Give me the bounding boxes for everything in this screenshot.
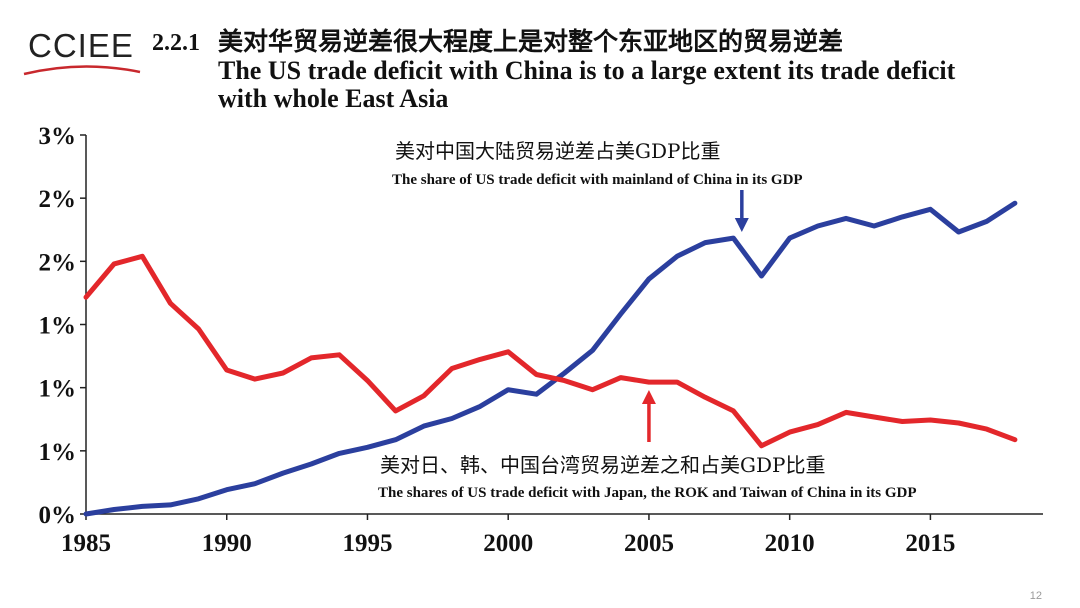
y-tick-label: 1% [39,376,77,403]
logo-swoosh [23,65,141,76]
series-line-japan-rok-taiwan [83,253,1018,449]
x-tick-label: 2015 [905,530,955,557]
y-tick-label: 2% [39,249,77,276]
x-tick-labels: 1985 1990 1995 2000 2005 2010 2015 [61,514,955,557]
x-tick-label: 2010 [765,530,815,557]
arrow-up-icon [641,390,656,442]
y-tick-label: 3% [39,123,77,150]
y-tick-label: 1% [39,439,77,466]
page-title-en: The US trade deficit with China is to a … [218,56,956,113]
series-blue-label-en: The share of US trade deficit with mainl… [392,172,803,188]
logo-text: CCIEE [28,27,134,64]
page-number: 12 [1029,590,1042,602]
x-tick-label: 1995 [342,530,392,557]
y-tick-labels: 0% 1% 1% 1% 2% 2% 3% [39,123,86,529]
series-red-label-en: The shares of US trade deficit with Japa… [378,485,917,501]
y-tick-label: 0% [39,502,77,529]
cciee-logo: CCIEE [22,26,142,78]
series-blue-label-cn: 美对中国大陆贸易逆差占美GDP比重 [395,139,720,163]
arrow-down-icon [734,190,749,232]
series-line-mainland-china [83,200,1018,517]
x-tick-label: 2005 [624,530,674,557]
y-tick-label: 1% [39,313,77,340]
x-tick-label: 1990 [202,530,252,557]
y-tick-label: 2% [39,186,77,213]
x-tick-label: 2000 [483,530,533,557]
annotation-arrows [641,190,749,442]
series-red-label-cn: 美对日、韩、中国台湾贸易逆差之和占美GDP比重 [380,453,825,477]
page-title-cn: 美对华贸易逆差很大程度上是对整个东亚地区的贸易逆差 [218,27,844,56]
section-number: 2.2.1 [152,30,200,56]
series-lines [83,200,1018,517]
x-tick-label: 1985 [61,530,111,557]
